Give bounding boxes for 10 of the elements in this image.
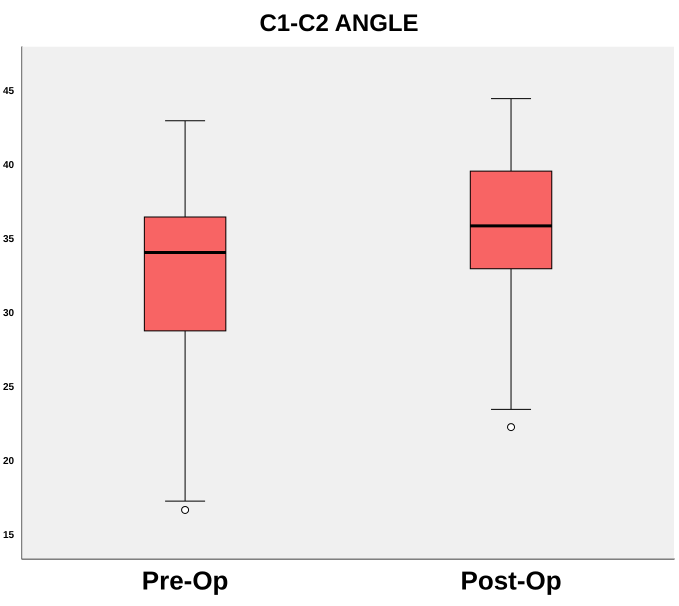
y-tick-label: 25 [3, 382, 15, 393]
x-tick-label: Pre-Op [142, 566, 228, 596]
y-tick-label: 15 [3, 530, 15, 541]
y-tick-label: 20 [3, 456, 15, 467]
x-tick-label: Post-Op [460, 566, 562, 596]
y-tick-label: 35 [3, 234, 15, 245]
y-tick-label: 45 [3, 86, 15, 97]
y-tick-label: 30 [3, 308, 15, 319]
y-tick-label: 40 [3, 160, 15, 171]
chart-title: C1-C2 ANGLE [259, 10, 419, 38]
